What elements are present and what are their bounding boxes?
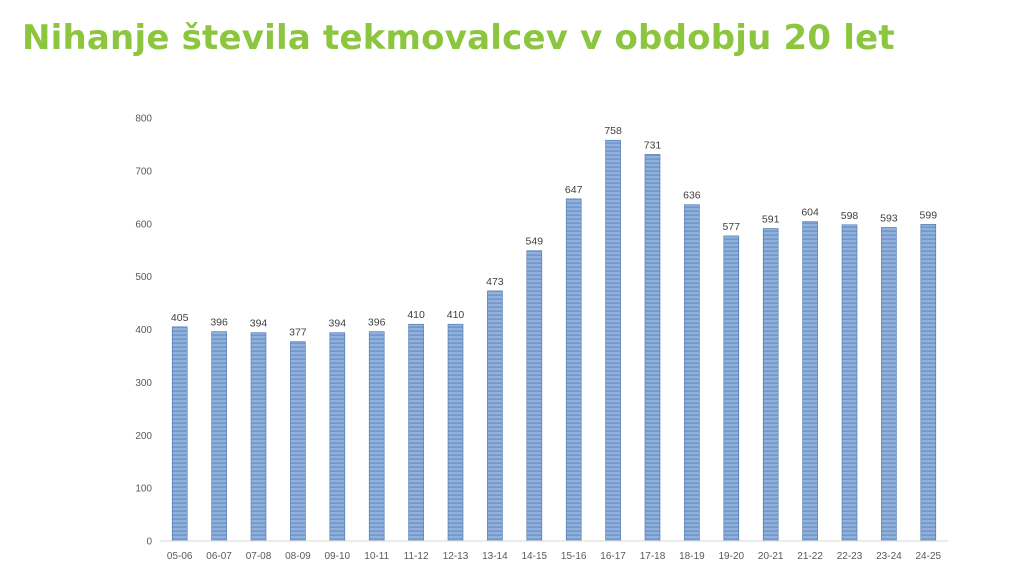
x-tick-label: 20-21 <box>758 551 784 562</box>
x-tick-label: 23-24 <box>876 551 902 562</box>
bar <box>211 331 227 542</box>
x-tick-label: 07-08 <box>246 551 272 562</box>
bar <box>684 204 700 542</box>
bar <box>802 221 818 542</box>
bar <box>487 290 503 542</box>
data-label: 599 <box>920 209 938 221</box>
data-label: 758 <box>604 125 622 137</box>
y-tick-label: 400 <box>135 325 152 336</box>
x-tick-label: 11-12 <box>404 551 429 562</box>
data-label: 405 <box>171 312 189 324</box>
bar <box>605 139 621 542</box>
y-tick-label: 800 <box>135 114 152 125</box>
x-tick-label: 19-20 <box>719 551 745 562</box>
data-label: 598 <box>841 210 859 222</box>
chart-title: Nihanje števila tekmovalcev v obdobju 20… <box>22 18 895 58</box>
data-label: 396 <box>368 317 386 329</box>
data-label: 396 <box>210 317 228 329</box>
y-tick-label: 0 <box>146 537 152 548</box>
data-label: 549 <box>526 236 544 248</box>
bar <box>565 198 582 542</box>
y-tick-label: 700 <box>135 166 152 177</box>
data-label: 410 <box>407 309 425 321</box>
x-tick-label: 12-13 <box>443 551 469 562</box>
bar <box>171 326 188 542</box>
bar <box>920 223 937 542</box>
bar <box>644 154 661 542</box>
x-tick-label: 18-19 <box>679 551 705 562</box>
bar <box>841 224 858 542</box>
y-tick-label: 100 <box>135 484 152 495</box>
bar <box>368 331 385 542</box>
x-tick-label: 21-22 <box>797 551 823 562</box>
data-label: 377 <box>289 327 307 339</box>
x-tick-label: 16-17 <box>600 551 626 562</box>
data-label: 731 <box>644 139 662 151</box>
x-tick-label: 10-11 <box>364 551 389 562</box>
x-tick-label: 22-23 <box>837 551 863 562</box>
data-label: 394 <box>250 318 268 330</box>
data-label: 591 <box>762 214 780 226</box>
data-label: 394 <box>329 318 347 330</box>
y-tick-label: 500 <box>135 272 152 283</box>
bar <box>408 323 424 542</box>
data-labels: 405 396 394 377 394 396 410 410 473 549 647 758 731 6… <box>171 125 937 338</box>
data-label: 604 <box>801 207 819 219</box>
bar <box>723 235 740 542</box>
bar <box>762 228 779 542</box>
bar <box>881 227 897 542</box>
x-tick-label: 24-25 <box>916 551 942 562</box>
bar <box>329 332 346 542</box>
y-tick-label: 300 <box>135 378 152 389</box>
data-label: 410 <box>447 309 465 321</box>
bar <box>447 323 464 542</box>
x-tick-label: 08-09 <box>285 551 311 562</box>
x-tick-label: 09-10 <box>325 551 351 562</box>
data-label: 593 <box>880 212 898 224</box>
x-tick-label: 14-15 <box>522 551 548 562</box>
x-axis: 05-06 06-07 07-08 08-09 09-10 10-11 11-12 12-13… <box>167 551 942 562</box>
x-tick-label: 13-14 <box>482 551 508 562</box>
bar <box>526 250 543 542</box>
data-label: 473 <box>486 276 504 288</box>
data-label: 647 <box>565 184 583 196</box>
bar-series <box>171 139 937 542</box>
x-tick-label: 15-16 <box>561 551 587 562</box>
y-tick-label: 600 <box>135 219 152 230</box>
y-tick-label: 200 <box>135 431 152 442</box>
x-tick-label: 05-06 <box>167 551 193 562</box>
data-label: 636 <box>683 190 701 202</box>
bar <box>250 332 267 542</box>
y-axis: 0 100 200 300 400 500 600 700 800 <box>135 114 152 548</box>
data-label: 577 <box>723 221 741 233</box>
bar <box>290 341 306 542</box>
x-tick-label: 17-18 <box>640 551 666 562</box>
x-tick-label: 06-07 <box>206 551 232 562</box>
